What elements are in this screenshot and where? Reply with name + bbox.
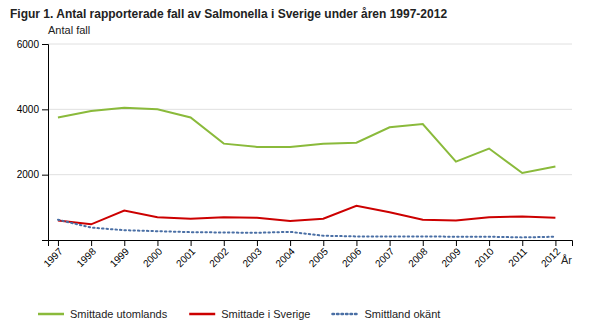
x-tick: 2000	[141, 240, 165, 269]
x-tick: 1998	[74, 240, 98, 269]
chart: Figur 1. Antal rapporterade fall av Salm…	[0, 0, 590, 328]
x-tick: 1999	[108, 240, 132, 269]
series-line	[58, 220, 555, 238]
x-axis-line	[49, 241, 573, 247]
x-tick-label: 1999	[108, 245, 132, 269]
x-tick: 2011	[506, 240, 529, 269]
x-axis-title: År	[561, 254, 572, 266]
series-line	[58, 206, 555, 225]
grid	[48, 44, 572, 175]
x-tick-mark	[323, 240, 324, 246]
x-tick-label: 2012	[539, 245, 563, 269]
x-tick: 2007	[373, 240, 397, 269]
plot: 1997 1998 1999 2000 2001 2002 2003 2004 2005 2006…	[17, 39, 573, 269]
legend-item: Smittland okänt	[332, 308, 440, 320]
x-tick-label: 2011	[506, 245, 529, 268]
x-tick-label: 1997	[41, 245, 65, 269]
y-axis: 2000 4000 6000	[17, 39, 49, 241]
legend: Smittade utomlands Smittade i Sverige Smit…	[38, 308, 440, 320]
legend-item: Smittade i Sverige	[189, 308, 310, 320]
grid-line	[48, 109, 572, 110]
x-tick-mark	[257, 240, 258, 246]
x-tick: 2009	[439, 240, 463, 269]
x-tick-mark	[356, 240, 357, 246]
x-tick-label: 2009	[439, 245, 463, 269]
legend-swatch	[189, 313, 215, 316]
y-tick: 2000	[17, 169, 48, 180]
x-tick-label: 2005	[307, 245, 331, 269]
x-tick: 2005	[307, 240, 331, 269]
x-tick: 1997	[41, 240, 65, 269]
y-tick-label: 2000	[17, 169, 40, 180]
legend-swatch	[38, 313, 64, 316]
x-tick: 2006	[340, 240, 364, 269]
x-tick-label: 2007	[373, 245, 397, 269]
x-tick-mark	[555, 240, 556, 246]
x-tick: 2001	[174, 240, 198, 269]
x-tick-mark	[124, 240, 125, 246]
x-tick-mark	[390, 240, 391, 246]
x-tick-mark	[191, 240, 192, 246]
grid-line	[48, 44, 572, 45]
legend-label: Smittland okänt	[364, 308, 440, 320]
title: Figur 1. Antal rapporterade fall av Salm…	[10, 7, 447, 21]
legend-item: Smittade utomlands	[38, 308, 168, 320]
x-tick-label: 2010	[472, 245, 496, 269]
y-tick: 4000	[17, 104, 48, 115]
x-tick: 2008	[406, 240, 430, 269]
x-tick-label: 2001	[174, 245, 198, 269]
legend-label: Smittade utomlands	[70, 308, 168, 320]
x-tick: 2002	[207, 240, 231, 269]
y-tick-mark	[42, 44, 48, 45]
x-tick-mark	[91, 240, 92, 246]
x-tick-mark	[58, 240, 59, 246]
y-tick-label: 4000	[17, 104, 40, 115]
y-tick: 6000	[17, 39, 48, 50]
x-tick-label: 2000	[141, 245, 165, 269]
x-tick-mark	[157, 240, 158, 246]
x-tick-mark	[489, 240, 490, 246]
y-tick-mark	[42, 109, 48, 110]
legend-label: Smittade i Sverige	[221, 308, 310, 320]
y-axis-title: Antal fall	[48, 24, 90, 36]
y-axis-line	[42, 45, 49, 241]
x-tick-mark	[290, 240, 291, 246]
y-tick-label: 6000	[17, 39, 40, 50]
x-tick-label: 2008	[406, 245, 430, 269]
grid-line	[48, 174, 572, 175]
x-tick: 2012	[539, 240, 563, 269]
x-tick: 2010	[472, 240, 496, 269]
x-tick-label: 2003	[240, 245, 264, 269]
x-tick-mark	[224, 240, 225, 246]
legend-swatch	[332, 313, 358, 316]
series-line	[58, 108, 555, 173]
x-tick-label: 2004	[273, 245, 297, 269]
x-tick-label: 1998	[74, 245, 98, 269]
x-axis: 1997 1998 1999 2000 2001 2002 2003 2004 2005 2006…	[41, 240, 572, 269]
x-tick: 2004	[273, 240, 297, 269]
x-tick-mark	[522, 240, 523, 246]
x-tick-label: 2002	[207, 245, 231, 269]
lines	[58, 108, 555, 238]
y-tick-mark	[42, 175, 48, 176]
x-tick-mark	[456, 240, 457, 246]
x-tick-mark	[423, 240, 424, 246]
x-tick: 2003	[240, 240, 264, 269]
x-tick-label: 2006	[340, 245, 364, 269]
